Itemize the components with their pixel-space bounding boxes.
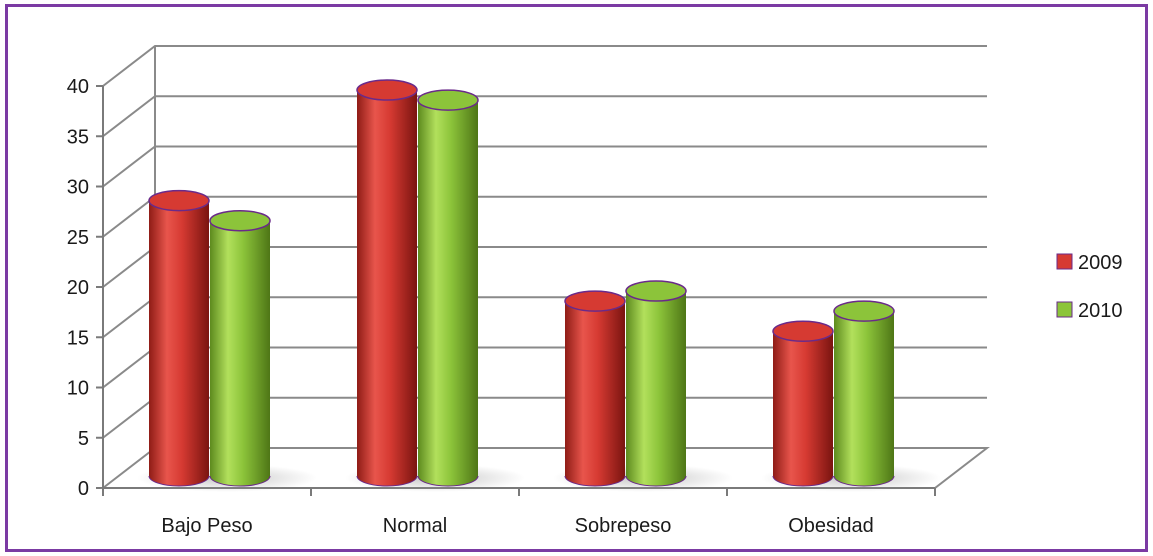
bar-base-edge <box>625 475 687 487</box>
bar-top <box>417 89 479 111</box>
legend-swatch-2009 <box>1056 253 1073 270</box>
bar-base-edge <box>772 475 834 487</box>
legend-swatch-2010 <box>1056 301 1073 318</box>
bar-top <box>356 79 418 101</box>
bar-base-edge <box>564 475 626 487</box>
bar-top <box>209 209 271 232</box>
x-category-label: Sobrepeso <box>575 515 672 537</box>
bar-top <box>148 189 210 212</box>
bar-2010-normal: 2010 Normal: 38 <box>417 89 479 487</box>
bar-2010-bajo-peso: 2010 Bajo Peso: 26 <box>209 209 271 487</box>
bar-top <box>772 320 834 342</box>
gridline <box>102 145 987 188</box>
bar-body <box>149 200 209 486</box>
legend-label-2009: 2009 <box>1078 252 1123 274</box>
bar-base-edge <box>148 475 210 487</box>
bar-layer: 2009 Bajo Peso: 282010 Bajo Peso: 26 2009… <box>137 79 941 492</box>
bar-2010-sobrepeso: 2010 Sobrepeso: 19 <box>625 280 687 487</box>
gridline <box>102 95 987 138</box>
y-tick-label: 25 <box>67 227 89 249</box>
bar-base-edge <box>209 475 271 487</box>
bar-2010-obesidad: 2010 Obesidad: 17 <box>833 300 895 487</box>
bar-2009-sobrepeso: 2009 Sobrepeso: 18 <box>564 290 626 487</box>
y-tick-label: 15 <box>67 327 89 349</box>
bar-body <box>626 291 686 486</box>
bar-2009-normal: 2009 Normal: 39 <box>356 79 418 487</box>
legend-label-2010: 2010 <box>1078 300 1123 322</box>
x-category-label: Obesidad <box>788 515 874 537</box>
y-tick-label: 5 <box>78 428 89 450</box>
bar-body <box>565 301 625 486</box>
x-category-label: Normal <box>383 515 447 537</box>
bar-body <box>773 331 833 486</box>
gridline <box>102 45 987 87</box>
y-tick-label: 30 <box>67 177 89 199</box>
bar-body <box>357 90 417 487</box>
bar-2009-bajo-peso: 2009 Bajo Peso: 28 <box>148 189 210 487</box>
y-tick-label: 20 <box>67 277 89 299</box>
bar-base-edge <box>356 475 418 487</box>
bar-base-edge <box>833 475 895 487</box>
bar-top <box>833 300 895 322</box>
bar-body <box>210 220 270 486</box>
bar-2009-obesidad: 2009 Obesidad: 15 <box>772 320 834 487</box>
y-tick-label: 40 <box>67 76 89 98</box>
bar-body <box>418 100 478 486</box>
bar-top <box>564 290 626 312</box>
label-layer: 0 5 10 15 20 25 30 35 40 Bajo Peso Normal Sobrepeso… <box>67 76 874 537</box>
y-tick-label: 0 <box>78 478 89 500</box>
y-tick-label: 35 <box>67 126 89 148</box>
bar-body <box>834 311 894 486</box>
bar-top <box>625 280 687 302</box>
legend: 2009 2010 <box>1056 252 1123 322</box>
y-tick-label: 10 <box>67 378 89 400</box>
bar-base-edge <box>417 475 479 487</box>
x-category-label: Bajo Peso <box>161 515 252 537</box>
